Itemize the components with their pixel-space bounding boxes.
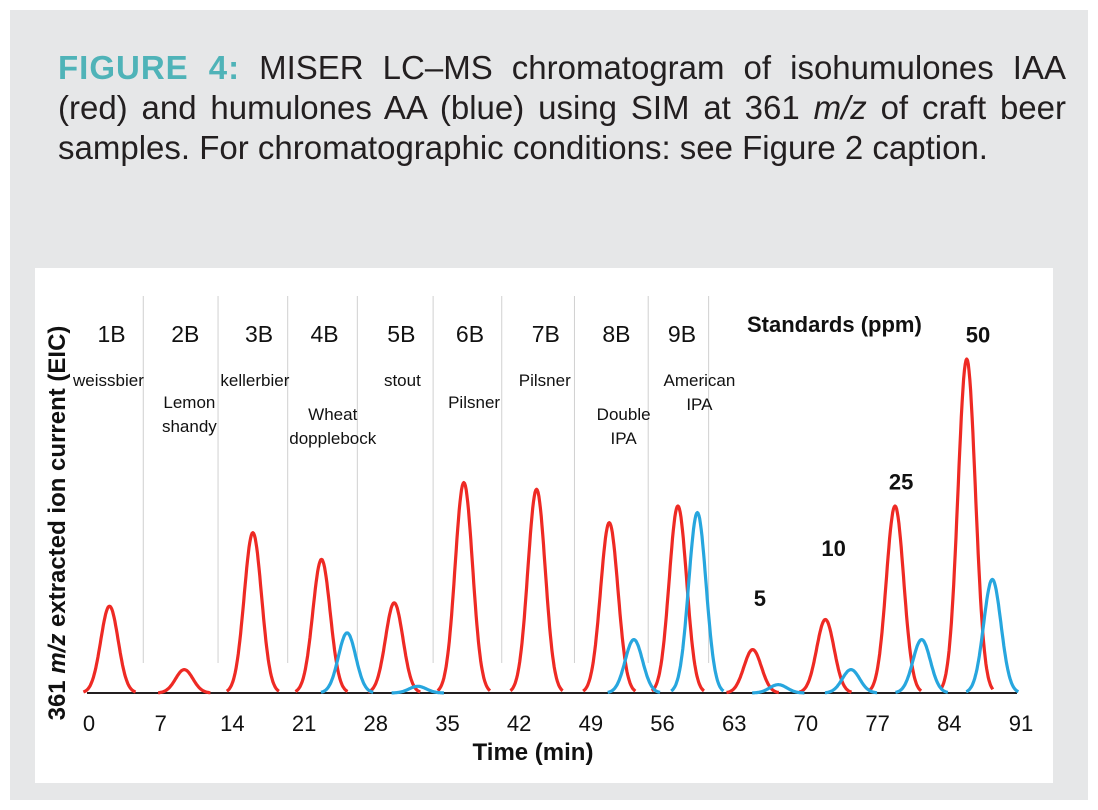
sample-name-label: kellerbier [220,371,289,390]
sample-id-label: 4B [310,321,338,347]
sample-name-label: Pilsner [448,393,500,412]
figure-label: FIGURE 4: [58,49,241,86]
sample-name-label: IPA [686,395,713,414]
aa-peak [606,638,661,694]
iaa-peak [939,357,995,691]
sample-name-label: Lemon [163,393,215,412]
aa-peak [670,511,725,693]
iaa-peak [367,601,422,694]
sample-name-label: Double [597,405,651,424]
sample-name-label: Pilsner [519,371,571,390]
x-tick-label: 35 [435,711,459,736]
sample-id-label: 7B [532,321,560,347]
iaa-peak [82,604,137,694]
sample-id-label: 3B [245,321,273,347]
iaa-peak [582,521,637,693]
aa-peak [894,638,949,694]
sample-id-label: 1B [97,321,125,347]
sample-id-label: 6B [456,321,484,347]
iaa-peak [294,557,349,693]
x-tick-label: 84 [937,711,961,736]
x-tick-label: 63 [722,711,746,736]
y-axis-title-suffix: extracted ion current (EIC) [44,326,71,634]
x-tick-label: 28 [364,711,388,736]
aa-peak [751,683,806,695]
iaa-peak [225,531,280,693]
x-tick-label: 42 [507,711,531,736]
sample-id-label: 2B [171,321,199,347]
y-axis-title: 361 m/z extracted ion current (EIC) [44,326,71,721]
x-tick-label: 7 [155,711,167,736]
iaa-peak [157,668,212,695]
x-axis-title: Time (min) [473,739,594,766]
standard-concentration-label: 5 [754,586,766,611]
caption-mz: m/z [813,89,867,126]
sample-name-label: weissbier [72,371,144,390]
standards-title: Standards (ppm) [747,312,922,337]
aa-peak [390,684,445,695]
sample-name-label: stout [384,371,421,390]
iaa-peak [436,481,492,692]
x-tick-label: 14 [220,711,244,736]
x-tick-label: 0 [83,711,95,736]
aa-peak [965,577,1020,694]
standard-concentration-label: 50 [966,322,990,347]
sample-id-label: 9B [668,321,696,347]
caption-text-1: MISER LC–MS chromatogram of isohumulones… [58,49,1066,126]
caption-text-2: of craft beer samples. For chromatograph… [58,89,1067,166]
standard-concentration-label: 25 [889,469,913,494]
x-tick-label: 56 [650,711,674,736]
y-axis-title-prefix: 361 [44,674,71,721]
x-tick-label: 21 [292,711,316,736]
sample-name-label: shandy [162,417,217,436]
sample-name-label: American [664,371,736,390]
figure-caption: FIGURE 4: MISER LC–MS chromatogram of is… [58,48,1066,168]
iaa-peak [650,504,705,693]
standard-concentration-label: 10 [821,536,845,561]
iaa-peak [798,617,853,694]
sample-name-label: IPA [611,429,638,448]
aa-peak [320,631,374,694]
x-tick-label: 91 [1009,711,1033,736]
aa-peak [824,668,878,695]
sample-id-label: 5B [387,321,415,347]
x-tick-label: 49 [579,711,603,736]
x-tick-label: 77 [865,711,889,736]
x-tick-label: 70 [794,711,818,736]
sample-name-label: Wheat [308,405,357,424]
sample-name-label: dopplebock [289,429,376,448]
chromatogram-chart: 1B weissbier 2B Lemon shandy 3B kellerbier 4B Wh… [44,296,1033,766]
sample-id-label: 8B [602,321,630,347]
iaa-peak [509,487,564,692]
y-axis-title-mz: m/z [44,634,71,674]
chart-box: 1B weissbier 2B Lemon shandy 3B kellerbier 4B Wh… [35,268,1053,783]
